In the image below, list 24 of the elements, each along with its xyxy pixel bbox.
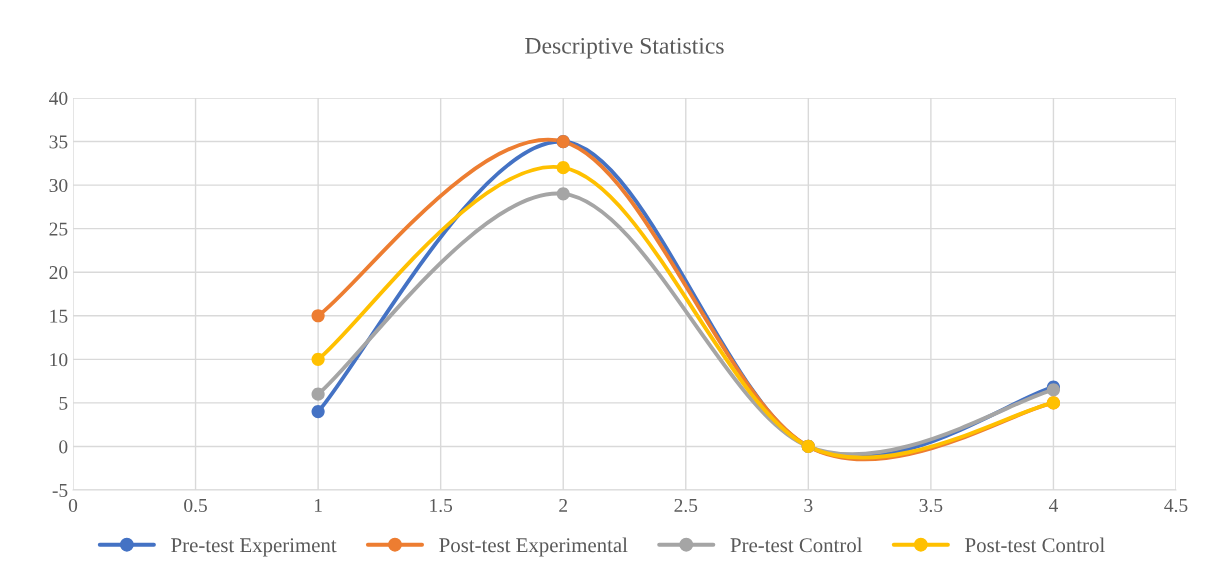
x-tick-label: 1 — [314, 498, 322, 512]
legend-label: Pre-test Experiment — [171, 538, 337, 557]
legend-label: Post-test Control — [965, 537, 1105, 553]
y-tick-label: 20 — [49, 266, 68, 280]
legend-label: Post-test Experimental — [439, 537, 628, 557]
x-tick-label: 4 — [1048, 499, 1058, 512]
x-tick-label: 2 — [559, 498, 568, 512]
x-tick-label: 2.5 — [674, 498, 698, 513]
y-tick-label: 30 — [49, 178, 68, 193]
chart-title: Descriptive Statistics — [525, 37, 724, 59]
y-tick-label: 25 — [49, 222, 68, 236]
legend-label: Pre-test Control — [730, 537, 863, 553]
y-tick-label: 5 — [59, 396, 68, 410]
y-tick-label: 0 — [59, 440, 68, 454]
y-tick-label: 10 — [50, 353, 68, 367]
y-tick-label: 35 — [49, 135, 68, 149]
x-tick-label: 0.5 — [184, 498, 207, 513]
y-tick-label: -5 — [52, 484, 68, 497]
y-tick-label: 40 — [49, 91, 68, 105]
x-tick-label: 1.5 — [430, 498, 453, 513]
x-tick-label: 3.5 — [919, 498, 943, 513]
x-tick-label: 4.5 — [1164, 499, 1188, 513]
y-tick-label: 15 — [50, 309, 68, 323]
x-tick-label: 3 — [804, 498, 813, 513]
